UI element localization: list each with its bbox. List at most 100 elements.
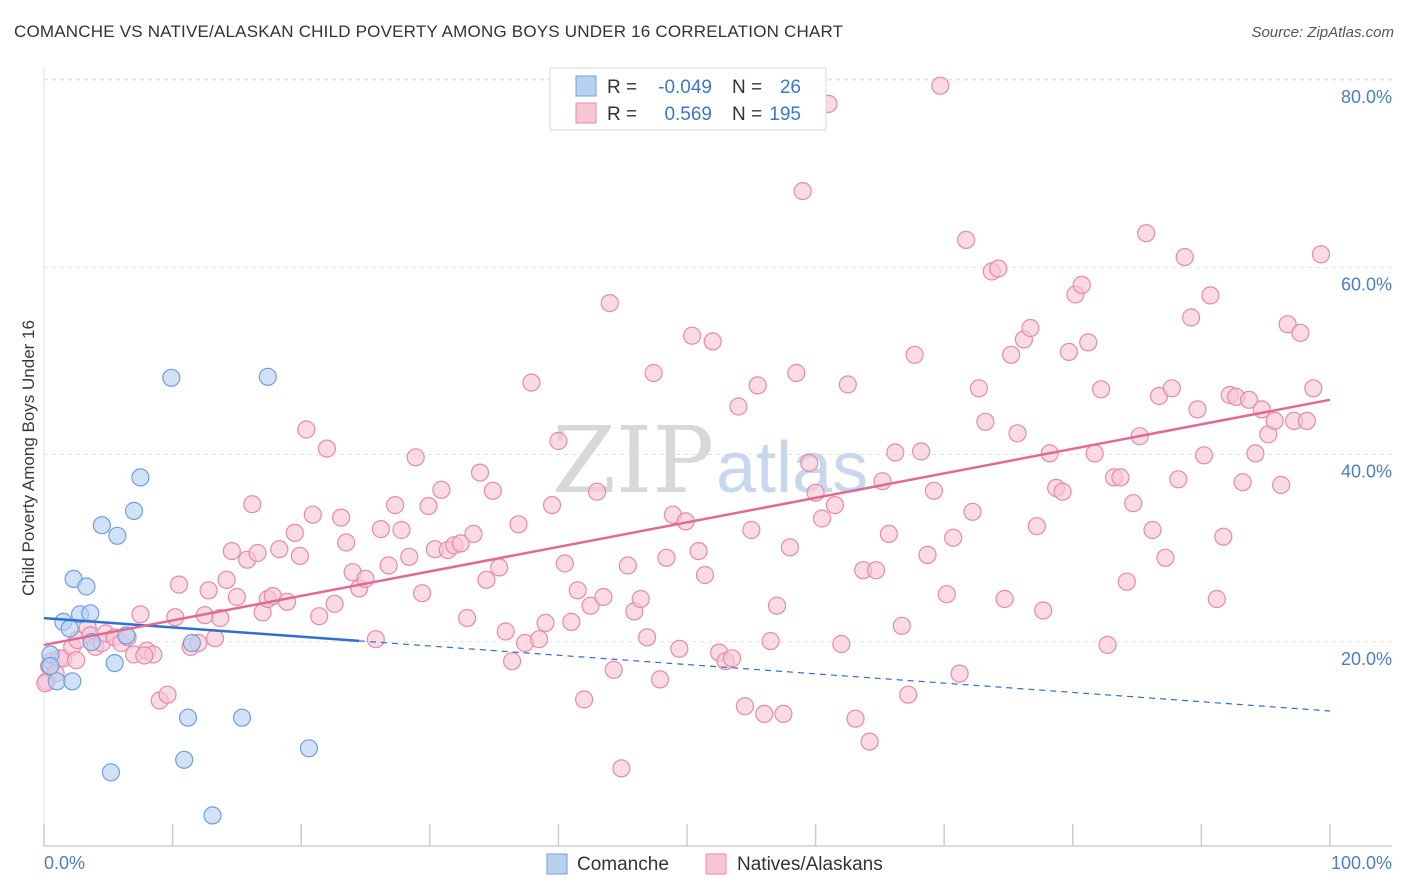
native-point-90 [604, 660, 623, 679]
y-tick-label-20: 20.0% [1341, 649, 1392, 669]
native-point-35 [248, 543, 267, 563]
native-point-193 [1271, 475, 1291, 495]
native-point-46 [317, 439, 336, 458]
native-point-22 [166, 608, 185, 627]
native-point-68 [464, 524, 483, 544]
native-point-42 [290, 546, 309, 566]
native-point-80 [542, 496, 562, 515]
native-point-56 [386, 496, 405, 515]
x-tick-label-min: 0.0% [44, 853, 85, 873]
native-point-48 [332, 508, 351, 527]
x-tick-marks [43, 824, 1331, 846]
native-point-188 [1239, 390, 1259, 409]
native-point-57 [392, 520, 411, 540]
native-point-150 [995, 589, 1014, 609]
native-point-85 [574, 690, 594, 709]
native-point-34 [243, 495, 262, 514]
native-point-156 [1034, 601, 1053, 620]
native-point-17 [131, 605, 150, 624]
y-axis-label: Child Poverty Among Boys Under 16 [19, 320, 38, 596]
bottom-legend: Comanche Natives/Alaskans [546, 853, 883, 875]
native-point-143 [950, 664, 969, 683]
native-point-69 [470, 463, 490, 482]
comanche-point-18 [162, 368, 181, 387]
native-point-132 [879, 524, 899, 544]
native-point-40 [278, 592, 297, 611]
native-point-92 [618, 556, 637, 575]
native-point-192 [1265, 411, 1284, 430]
native-point-170 [1124, 494, 1143, 513]
native-point-179 [1181, 308, 1201, 327]
native-point-184 [1214, 527, 1233, 546]
native-point-137 [911, 442, 931, 461]
native-point-130 [866, 561, 886, 580]
native-point-73 [496, 622, 515, 641]
native-point-44 [303, 505, 322, 524]
native-point-169 [1117, 572, 1136, 591]
y-tick-label-60: 60.0% [1341, 274, 1392, 294]
native-point-145 [963, 502, 982, 521]
native-point-79 [536, 613, 555, 633]
native-point-164 [1085, 444, 1104, 463]
native-point-159 [1053, 482, 1072, 501]
comanche-point-2 [47, 672, 67, 691]
native-point-47 [325, 594, 344, 613]
native-point-144 [956, 230, 976, 249]
legend-swatch-native [575, 102, 597, 124]
native-point-59 [406, 448, 425, 467]
watermark-atlas: atlas [716, 428, 868, 508]
watermark-zip: ZIP [552, 407, 714, 514]
native-point-146 [969, 379, 989, 398]
native-point-21 [158, 685, 177, 704]
comanche-point-12 [101, 763, 121, 782]
native-point-55 [379, 556, 398, 575]
legend-r-label-native: R = [607, 104, 637, 125]
native-point-126 [838, 375, 857, 394]
comanche-trend-extension [359, 640, 1331, 712]
comanche-point-5 [63, 672, 82, 691]
native-point-154 [1021, 318, 1040, 338]
native-point-147 [976, 412, 995, 431]
native-point-116 [774, 704, 793, 724]
comanche-point-7 [77, 577, 96, 596]
native-point-78 [529, 630, 549, 649]
native-point-152 [1008, 424, 1027, 443]
native-point-163 [1079, 333, 1098, 352]
native-point-29 [211, 608, 230, 628]
native-point-162 [1072, 275, 1091, 294]
comanche-point-14 [108, 526, 127, 545]
native-point-43 [297, 420, 316, 439]
y-tick-label-40: 40.0% [1341, 462, 1392, 482]
native-point-173 [1143, 520, 1162, 540]
native-point-58 [400, 547, 419, 566]
native-point-31 [222, 541, 241, 561]
native-point-187 [1233, 473, 1252, 492]
y-tick-label-80: 80.0% [1341, 87, 1392, 107]
native-point-175 [1156, 548, 1175, 567]
native-point-112 [748, 376, 767, 395]
native-point-129 [860, 732, 879, 751]
native-point-141 [937, 585, 956, 604]
native-point-109 [729, 397, 748, 416]
comanche-point-13 [105, 653, 124, 673]
native-point-139 [924, 481, 944, 500]
comanche-point-19 [175, 750, 194, 769]
native-point-27 [199, 581, 218, 600]
comanche-point-24 [299, 739, 318, 758]
native-point-97 [650, 670, 670, 689]
legend-n-label-comanche: N = [732, 77, 762, 98]
legend-swatch-comanche [575, 75, 597, 97]
native-point-118 [787, 363, 806, 383]
legend-n-value-comanche: 26 [780, 77, 801, 98]
native-point-74 [502, 652, 522, 671]
chart-title: COMANCHE VS NATIVE/ALASKAN CHILD POVERTY… [14, 22, 844, 41]
native-trend-line [43, 398, 1331, 647]
source-label: Source: ZipAtlas.com [1251, 24, 1394, 41]
native-point-119 [793, 182, 812, 201]
native-point-32 [227, 587, 246, 607]
native-point-202 [135, 646, 154, 665]
native-point-98 [657, 548, 676, 567]
native-point-134 [892, 616, 911, 635]
native-point-136 [905, 345, 924, 364]
native-point-117 [780, 538, 800, 557]
